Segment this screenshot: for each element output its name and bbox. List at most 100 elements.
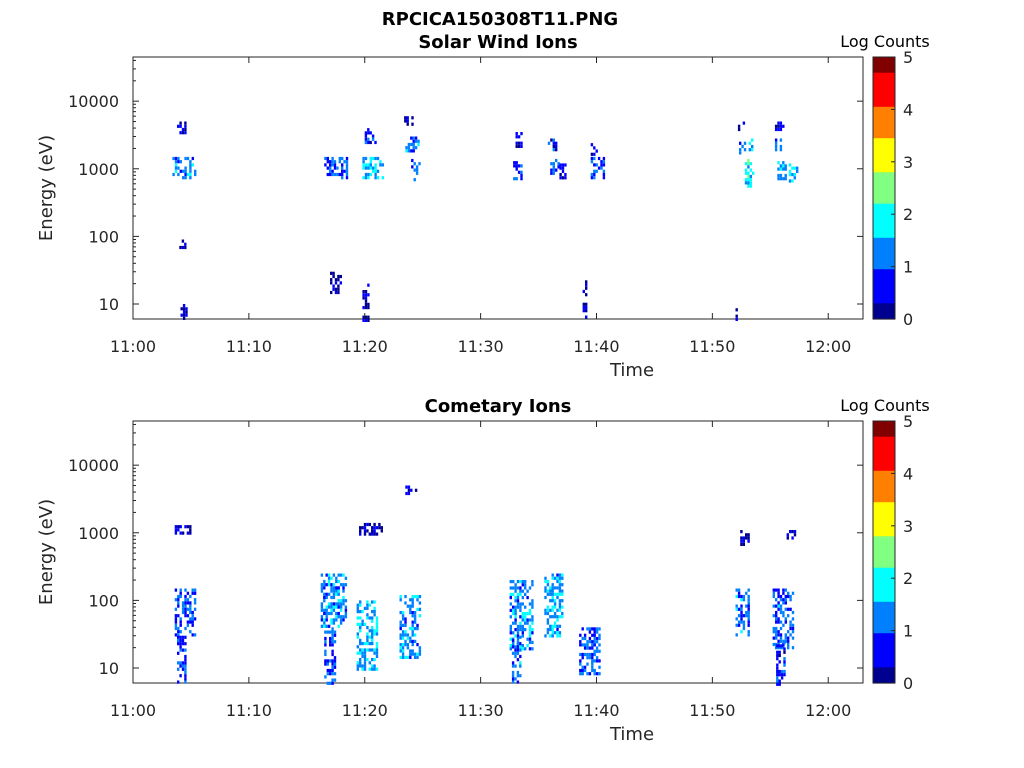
data-cell — [371, 664, 374, 668]
data-cell — [191, 620, 194, 624]
colorbar-cell — [873, 510, 895, 514]
data-cell — [332, 595, 336, 600]
data-cell — [547, 141, 551, 145]
data-cell — [320, 583, 324, 587]
data-cell — [184, 607, 187, 611]
data-cell — [528, 586, 532, 590]
data-cell — [364, 315, 368, 319]
colorbar-cell — [873, 423, 895, 427]
data-cell — [184, 124, 187, 128]
data-cell — [553, 624, 557, 628]
data-cell — [793, 533, 797, 537]
data-cell — [329, 659, 332, 663]
data-cell — [413, 617, 417, 621]
data-cell — [582, 309, 585, 313]
data-cell — [786, 536, 789, 540]
data-cell — [332, 287, 335, 291]
colorbar-cell — [873, 185, 895, 189]
data-cell — [174, 160, 178, 164]
colorbar-cell — [873, 67, 895, 71]
data-cell — [742, 626, 746, 631]
data-cell — [557, 162, 560, 166]
colorbar-cell — [873, 258, 895, 262]
data-cell — [778, 679, 781, 683]
data-cell — [784, 598, 787, 602]
data-cell — [775, 598, 778, 602]
colorbar-cell — [873, 559, 895, 564]
data-cell — [324, 649, 327, 653]
colorbar-cell — [873, 201, 895, 205]
data-cell — [367, 283, 370, 287]
colorbar-cell — [873, 675, 895, 679]
data-cell — [737, 591, 741, 595]
data-cell — [779, 636, 783, 640]
colorbar-cell — [873, 232, 895, 236]
data-cell — [772, 594, 775, 599]
data-cell — [413, 178, 416, 182]
data-cell — [375, 626, 379, 630]
data-cell — [514, 645, 517, 649]
data-cell — [416, 655, 419, 659]
data-cell — [330, 595, 333, 600]
data-cell — [776, 650, 779, 654]
colorbar-cell — [873, 243, 895, 247]
data-cell — [399, 646, 402, 650]
colorbar-cell — [873, 227, 895, 231]
data-cell — [509, 615, 512, 619]
data-cell — [509, 624, 512, 628]
data-cell — [186, 623, 190, 627]
data-cell — [330, 583, 333, 587]
data-cell — [749, 168, 752, 172]
colorbar-cell — [873, 62, 895, 66]
data-cell — [174, 525, 178, 529]
data-cell — [371, 532, 374, 536]
data-cell — [179, 638, 182, 643]
data-cell — [519, 661, 522, 665]
data-cell — [521, 631, 524, 635]
data-cell — [413, 627, 417, 631]
data-cell — [747, 171, 750, 175]
data-cell — [333, 659, 337, 663]
data-cell — [793, 176, 796, 180]
data-cell — [551, 583, 554, 587]
data-cell — [329, 630, 332, 634]
data-cell — [740, 539, 743, 543]
data-cell — [774, 124, 778, 128]
colorbar-tick-label: 3 — [903, 153, 913, 172]
colorbar-cell — [873, 143, 895, 147]
data-cell — [344, 605, 348, 609]
data-cell — [414, 488, 418, 492]
data-cell — [546, 611, 550, 616]
data-cell — [590, 160, 594, 164]
data-cell — [368, 522, 371, 527]
data-cell — [556, 579, 559, 584]
data-cell — [371, 616, 374, 620]
data-cell — [579, 652, 582, 657]
data-cell — [531, 640, 534, 644]
data-cell — [411, 652, 414, 656]
data-cell — [735, 588, 738, 592]
data-cell — [546, 589, 550, 593]
data-cell — [744, 171, 748, 175]
data-cell — [789, 633, 792, 637]
colorbar-cell — [873, 586, 895, 590]
colorbar-cell — [873, 491, 895, 495]
data-cell — [786, 533, 789, 537]
data-cell — [409, 636, 412, 640]
y-axis-label: Energy (eV) — [36, 135, 57, 241]
data-cell — [324, 675, 327, 679]
data-cell — [546, 605, 550, 609]
data-cell — [359, 658, 362, 662]
data-cell — [516, 628, 520, 632]
data-cell — [411, 601, 414, 605]
data-cell — [791, 623, 795, 627]
data-cell — [337, 592, 340, 596]
data-cell — [515, 164, 518, 168]
colorbar-cell — [873, 502, 895, 506]
colorbar-cell — [873, 114, 895, 118]
data-cell — [782, 124, 785, 128]
data-cell — [531, 621, 534, 625]
data-cell — [516, 599, 520, 603]
data-cell — [779, 604, 783, 608]
data-cell — [789, 594, 792, 599]
